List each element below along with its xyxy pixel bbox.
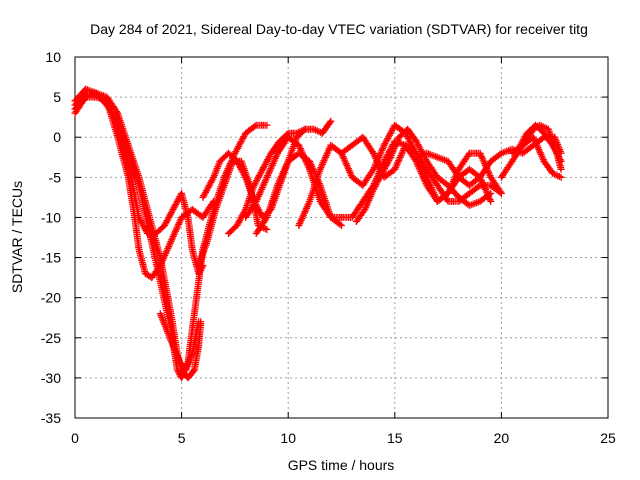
series-trace-15 — [352, 125, 495, 225]
y-tick-label: -20 — [41, 290, 61, 306]
y-tick-label: 5 — [53, 89, 61, 105]
y-tick-label: 10 — [45, 49, 61, 65]
y-tick-label: -10 — [41, 209, 61, 225]
plot-frame — [74, 56, 609, 419]
x-tick-label: 0 — [71, 430, 79, 446]
y-tick-label: -15 — [41, 250, 61, 266]
series-trace-19 — [515, 121, 565, 165]
x-axis-label: GPS time / hours — [288, 457, 395, 473]
chart-title: Day 284 of 2021, Sidereal Day-to-day VTE… — [90, 21, 588, 37]
series-trace-13 — [338, 121, 505, 205]
x-tick-label: 25 — [600, 430, 616, 446]
data-points — [71, 85, 565, 382]
axis-ticks: 0 5 10 15 20 25 10 5 0 -5 -10 -15 -20 -25 -30 -35 — [41, 49, 616, 446]
y-tick-label: -25 — [41, 330, 61, 346]
x-tick-label: 10 — [280, 430, 296, 446]
y-axis-label: SDTVAR / TECUs — [9, 181, 25, 293]
x-tick-label: 15 — [387, 430, 403, 446]
y-tick-label: 0 — [53, 129, 61, 145]
series-trace-7 — [199, 149, 241, 201]
series-trace-5 — [156, 310, 203, 374]
x-tick-label: 5 — [178, 430, 186, 446]
y-tick-label: -30 — [41, 370, 61, 386]
y-tick-label: -5 — [49, 169, 62, 185]
x-tick-label: 20 — [494, 430, 510, 446]
y-tick-label: -35 — [41, 410, 61, 426]
